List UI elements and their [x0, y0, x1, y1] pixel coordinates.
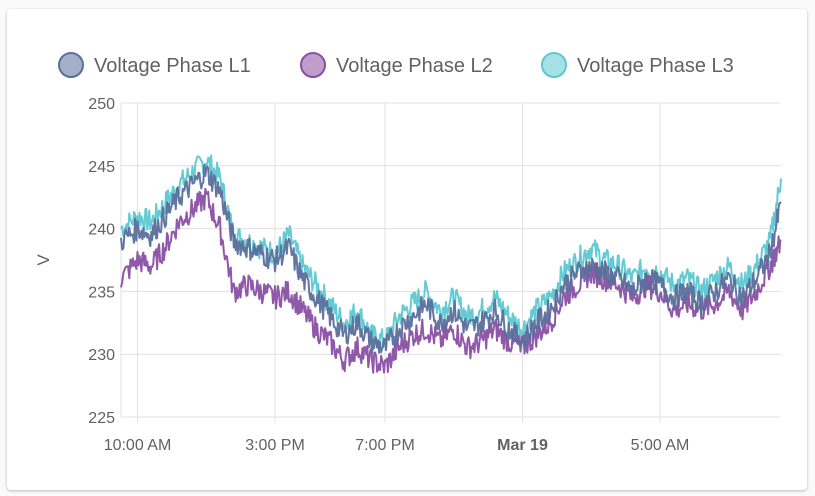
y-tick-label: 250	[88, 96, 115, 113]
y-tick-label: 230	[88, 347, 115, 364]
x-tick-label: 10:00 AM	[104, 437, 172, 454]
y-axis-title: V	[34, 254, 53, 266]
legend-swatch-l2[interactable]	[300, 52, 326, 78]
legend-label-l2[interactable]: Voltage Phase L2	[336, 55, 493, 77]
y-tick-label: 235	[88, 284, 115, 301]
x-tick-label: 5:00 AM	[631, 437, 690, 454]
x-tick-label: 3:00 PM	[245, 437, 305, 454]
chart-card: 250 245 240 235 230 225 10:00 AM 3:00 PM 7:00 PM…	[7, 9, 807, 490]
x-tick-label: Mar 19	[497, 437, 548, 454]
x-tick-label: 7:00 PM	[355, 437, 415, 454]
voltage-chart: 250 245 240 235 230 225 10:00 AM 3:00 PM 7:00 PM…	[34, 52, 782, 454]
y-tick-label: 245	[88, 159, 115, 176]
series-line-l1	[120, 164, 782, 354]
legend-label-l1[interactable]: Voltage Phase L1	[94, 55, 251, 77]
y-tick-label: 225	[88, 410, 115, 427]
y-tick-label: 240	[88, 222, 115, 239]
legend-label-l3[interactable]: Voltage Phase L3	[577, 55, 734, 77]
legend-swatch-l1[interactable]	[58, 52, 84, 78]
series-line-l2	[120, 187, 782, 374]
legend-swatch-l3[interactable]	[541, 52, 567, 78]
